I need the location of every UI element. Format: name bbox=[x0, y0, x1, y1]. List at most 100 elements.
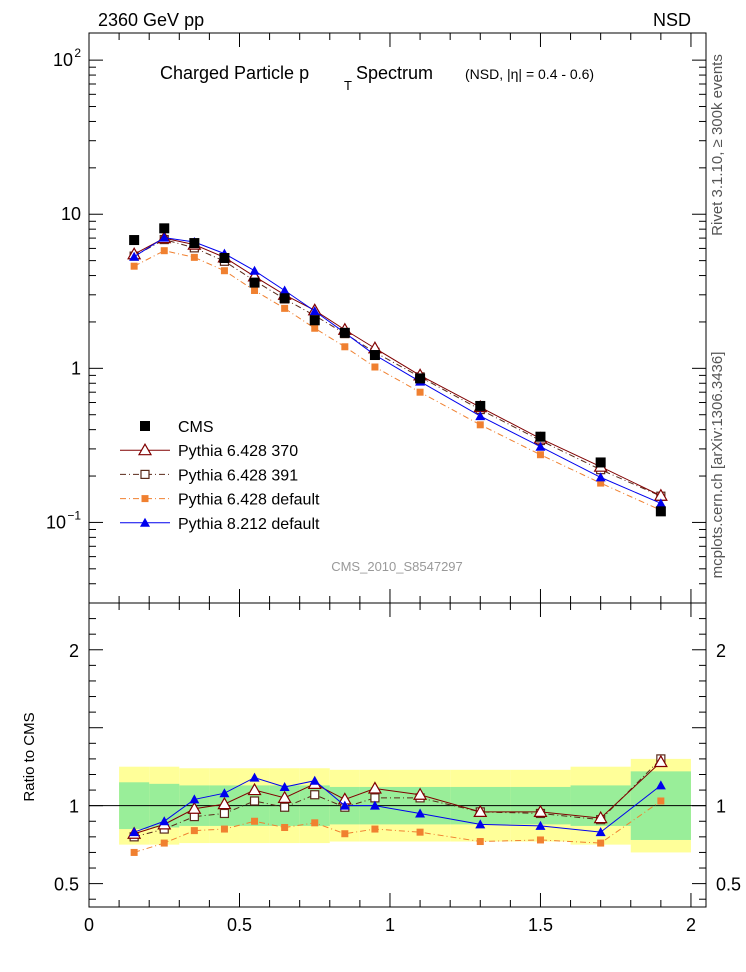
ratio-point-p370 bbox=[217, 796, 232, 810]
main-point-cms bbox=[309, 315, 320, 326]
ratio-point-p391 bbox=[280, 802, 290, 812]
x-tick-label: 0 bbox=[84, 915, 94, 935]
ratio-point-p8 bbox=[475, 819, 486, 829]
main-point-cms bbox=[249, 277, 260, 288]
ratio-line-p8 bbox=[133, 777, 662, 833]
ratio-point-pdef bbox=[341, 830, 349, 838]
title-extra: (NSD, |η| = 0.4 - 0.6) bbox=[465, 66, 594, 82]
ratio-point-p8 bbox=[369, 800, 380, 810]
ratio-point-pdef bbox=[220, 825, 228, 833]
main-point-pdef bbox=[220, 267, 228, 275]
ratio-point-pdef bbox=[657, 797, 665, 805]
main-point-p8 bbox=[159, 232, 170, 242]
x-tick-label: 2 bbox=[686, 915, 696, 935]
ratio-point-p8 bbox=[339, 800, 350, 810]
main-point-p8 bbox=[309, 306, 320, 316]
main-point-cms bbox=[535, 431, 546, 442]
ratio-y-label-right: 0.5 bbox=[716, 875, 741, 895]
main-point-pdef bbox=[281, 304, 289, 312]
ratio-point-p8 bbox=[655, 780, 666, 790]
ratio-point-p8 bbox=[309, 775, 320, 785]
ratio-point-p8 bbox=[595, 827, 606, 837]
ratio-point-pdef bbox=[190, 827, 198, 835]
ratio-point-p370 bbox=[473, 804, 488, 818]
ratio-series-layer bbox=[127, 754, 668, 856]
main-point-cms bbox=[279, 293, 290, 304]
main-point-cms bbox=[369, 350, 380, 361]
legend: CMS Pythia 6.428 370 Pythia 6.428 391 Pythi… bbox=[120, 419, 320, 533]
legend-label-pdef: Pythia 6.428 default bbox=[178, 492, 320, 509]
ratio-y-label-left: 1 bbox=[69, 797, 79, 817]
ratio-ylabel: Ratio to CMS bbox=[21, 712, 38, 801]
ratio-point-p8 bbox=[535, 820, 546, 830]
legend-marker-cms bbox=[140, 421, 150, 431]
main-point-pdef bbox=[476, 421, 484, 429]
main-line-pdef bbox=[133, 250, 662, 511]
ratio-point-pdef bbox=[416, 828, 424, 836]
main-point-p8 bbox=[595, 472, 606, 482]
ratio-point-p8 bbox=[415, 808, 426, 818]
ratio-line-pdef bbox=[133, 800, 662, 853]
ratio-point-p391 bbox=[249, 796, 260, 806]
main-point-cms bbox=[475, 400, 486, 411]
main-point-cms bbox=[415, 373, 426, 384]
legend-marker-p391 bbox=[140, 469, 150, 479]
main-point-pdef bbox=[536, 451, 544, 459]
title-rest: Spectrum bbox=[356, 63, 433, 83]
ratio-point-p370 bbox=[653, 754, 668, 768]
ratio-point-pdef bbox=[130, 848, 138, 856]
ratio-point-p8 bbox=[279, 781, 290, 791]
ratio-y-label-left: 2 bbox=[69, 641, 79, 661]
chart-title: Charged Particle p bbox=[160, 63, 309, 83]
ratio-panel: 0.5 0.51 12 20 0.5 1 1.5 2 Ratio to CMS bbox=[21, 602, 741, 935]
main-point-p8 bbox=[535, 441, 546, 451]
ratio-y-label-right: 2 bbox=[716, 641, 726, 661]
main-point-pdef bbox=[190, 253, 198, 261]
main-point-p8 bbox=[279, 285, 290, 295]
y-tick-label: 10 bbox=[61, 204, 81, 224]
main-point-pdef bbox=[130, 262, 138, 270]
legend-label-cms: CMS bbox=[178, 419, 214, 436]
y-tick-label: 1 bbox=[71, 358, 81, 378]
ratio-point-p391 bbox=[310, 790, 320, 800]
main-point-p8 bbox=[249, 265, 260, 275]
legend-label-p391: Pythia 6.428 391 bbox=[178, 467, 298, 484]
ratio-point-p8 bbox=[249, 772, 260, 782]
ratio-point-p370 bbox=[533, 804, 548, 818]
process-label: NSD bbox=[653, 10, 691, 30]
main-point-pdef bbox=[160, 247, 168, 255]
rivet-label: Rivet 3.1.10, ≥ 300k events bbox=[709, 54, 726, 236]
legend-marker-pdef bbox=[141, 495, 149, 503]
main-point-p8 bbox=[475, 411, 486, 421]
main-point-cms bbox=[129, 235, 140, 246]
ratio-point-p370 bbox=[277, 790, 292, 803]
y-tick-exponent: 2 bbox=[74, 46, 81, 60]
y-tick-exponent: −1 bbox=[67, 508, 81, 522]
main-point-pdef bbox=[251, 286, 259, 294]
ratio-y-label-right: 1 bbox=[716, 797, 726, 817]
ratio-point-p370 bbox=[247, 782, 262, 796]
main-point-pdef bbox=[341, 343, 349, 351]
ratio-point-pdef bbox=[251, 817, 259, 825]
ratio-point-p370 bbox=[367, 781, 382, 794]
x-tick-label: 1.5 bbox=[528, 915, 553, 935]
ratio-point-p370 bbox=[593, 810, 608, 824]
ratio-point-p8 bbox=[189, 794, 200, 804]
main-point-cms bbox=[339, 327, 350, 338]
ratio-point-pdef bbox=[281, 823, 289, 831]
legend-label-p370: Pythia 6.428 370 bbox=[178, 443, 298, 460]
main-point-cms bbox=[595, 457, 606, 468]
main-point-pdef bbox=[416, 388, 424, 396]
legend-label-p8: Pythia 8.212 default bbox=[178, 516, 320, 533]
main-point-p8 bbox=[129, 251, 140, 261]
title-subscript: T bbox=[344, 78, 352, 93]
main-point-pdef bbox=[371, 363, 379, 371]
energy-label: 2360 GeV pp bbox=[98, 10, 204, 30]
main-point-pdef bbox=[597, 479, 605, 487]
main-point-p8 bbox=[655, 498, 666, 508]
ratio-point-p370 bbox=[413, 787, 428, 800]
ratio-point-p370 bbox=[187, 801, 202, 814]
x-tick-label: 0.5 bbox=[227, 915, 252, 935]
